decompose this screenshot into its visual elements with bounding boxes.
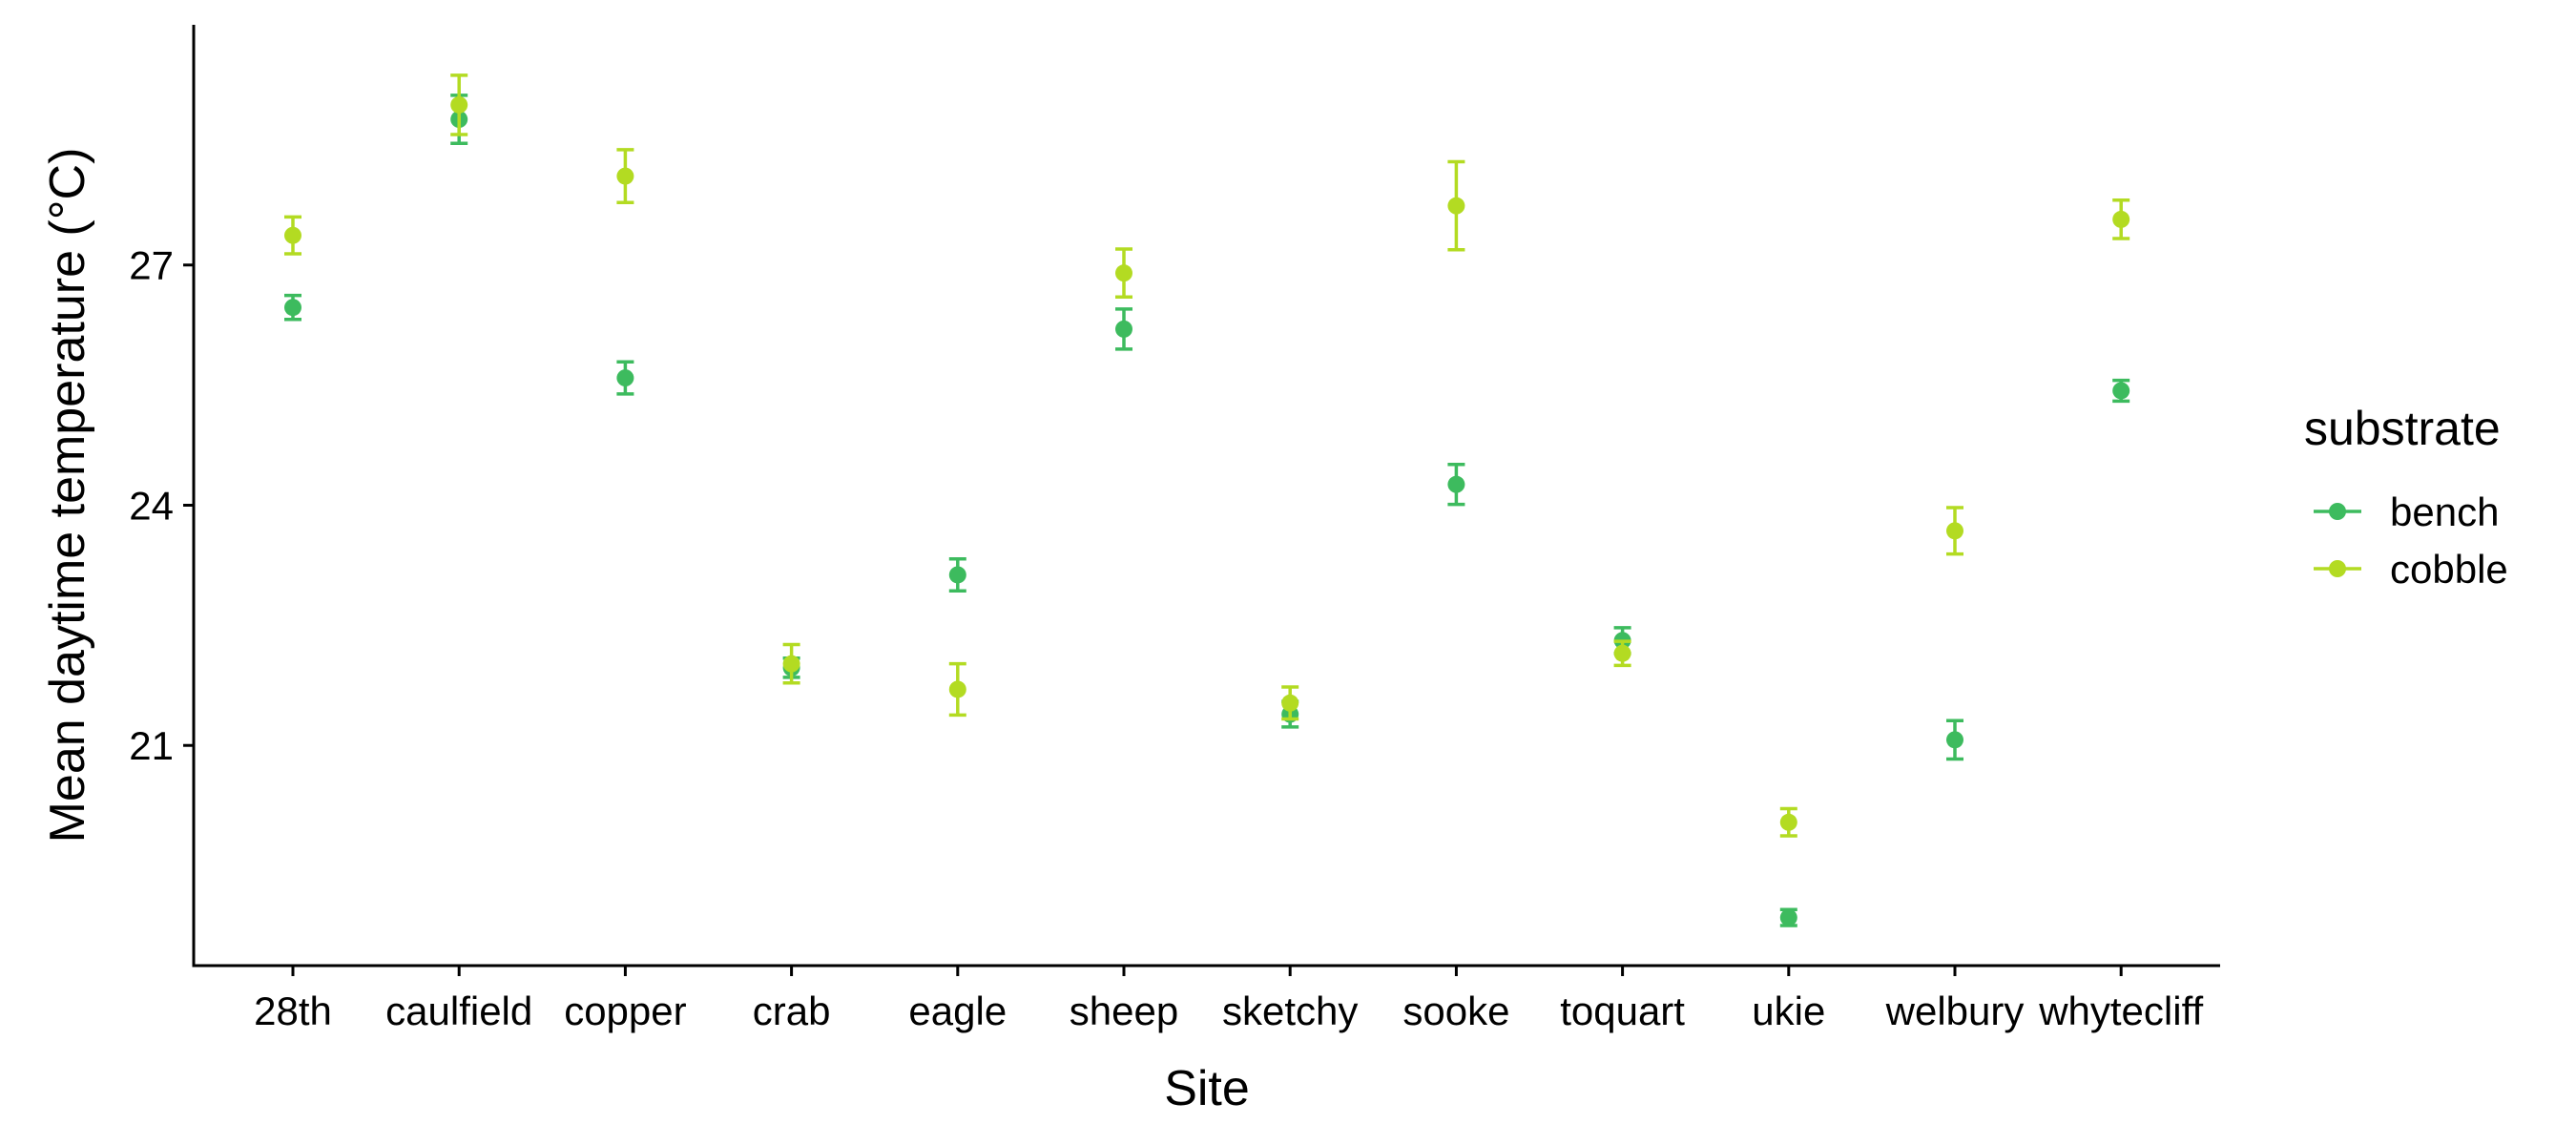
x-tick-label-sheep: sheep bbox=[1070, 989, 1178, 1033]
y-tick-label: 21 bbox=[129, 723, 174, 768]
point-cobble-ukie bbox=[1779, 813, 1797, 831]
plot-marks bbox=[284, 73, 2130, 927]
x-tick-label-whytecliff: whytecliff bbox=[2038, 989, 2203, 1033]
legend-item-cobble: cobble bbox=[2314, 547, 2508, 592]
point-cobble-sketchy bbox=[1281, 694, 1299, 712]
x-tick-label-28th: 28th bbox=[254, 989, 332, 1033]
y-tick-label: 24 bbox=[129, 483, 174, 528]
x-tick-label-sketchy: sketchy bbox=[1222, 989, 1358, 1033]
point-bench-copper bbox=[616, 369, 634, 387]
x-tick-label-copper: copper bbox=[564, 989, 686, 1033]
series-cobble bbox=[284, 73, 2130, 838]
point-bench-sooke bbox=[1447, 475, 1465, 493]
point-cobble-copper bbox=[616, 167, 634, 185]
point-cobble-toquart bbox=[1613, 644, 1631, 662]
legend: substrate bench cobble bbox=[2304, 402, 2508, 592]
point-bench-welbury bbox=[1946, 731, 1963, 749]
x-axis-title: Site bbox=[1164, 1061, 1250, 1116]
point-cobble-crab bbox=[782, 655, 800, 673]
x-tick-label-ukie: ukie bbox=[1752, 989, 1825, 1033]
point-cobble-sheep bbox=[1115, 264, 1132, 282]
series-bench bbox=[284, 94, 2130, 927]
point-cobble-28th bbox=[284, 226, 301, 244]
legend-title: substrate bbox=[2304, 402, 2501, 455]
point-cobble-eagle bbox=[948, 680, 966, 698]
x-axis-ticks: 28th caulfield copper crab eagle sheep sketchy… bbox=[254, 966, 2204, 1033]
point-bench-ukie bbox=[1779, 908, 1797, 926]
point-bench-eagle bbox=[948, 566, 966, 584]
point-cobble-sooke bbox=[1447, 197, 1465, 215]
legend-key-point bbox=[2329, 560, 2346, 577]
y-axis-ticks: 21 24 27 bbox=[129, 243, 194, 768]
point-bench-sheep bbox=[1115, 320, 1132, 338]
legend-key-point bbox=[2329, 503, 2346, 520]
legend-item-bench: bench bbox=[2314, 489, 2499, 534]
point-bench-whytecliff bbox=[2112, 382, 2130, 400]
x-tick-label-sooke: sooke bbox=[1402, 989, 1509, 1033]
x-tick-label-crab: crab bbox=[753, 989, 831, 1033]
x-tick-label-welbury: welbury bbox=[1885, 989, 2025, 1033]
legend-label-cobble: cobble bbox=[2390, 547, 2508, 592]
y-tick-label: 27 bbox=[129, 243, 174, 288]
x-tick-label-toquart: toquart bbox=[1560, 989, 1685, 1033]
x-tick-label-caulfield: caulfield bbox=[385, 989, 532, 1033]
legend-items: bench cobble bbox=[2314, 489, 2508, 592]
point-cobble-whytecliff bbox=[2112, 210, 2130, 228]
point-cobble-caulfield bbox=[450, 95, 468, 114]
x-tick-label-eagle: eagle bbox=[908, 989, 1007, 1033]
point-bench-28th bbox=[284, 299, 301, 317]
point-cobble-welbury bbox=[1946, 522, 1963, 540]
legend-label-bench: bench bbox=[2390, 489, 2499, 534]
y-axis-title: Mean daytime temperature (°C) bbox=[40, 148, 95, 843]
